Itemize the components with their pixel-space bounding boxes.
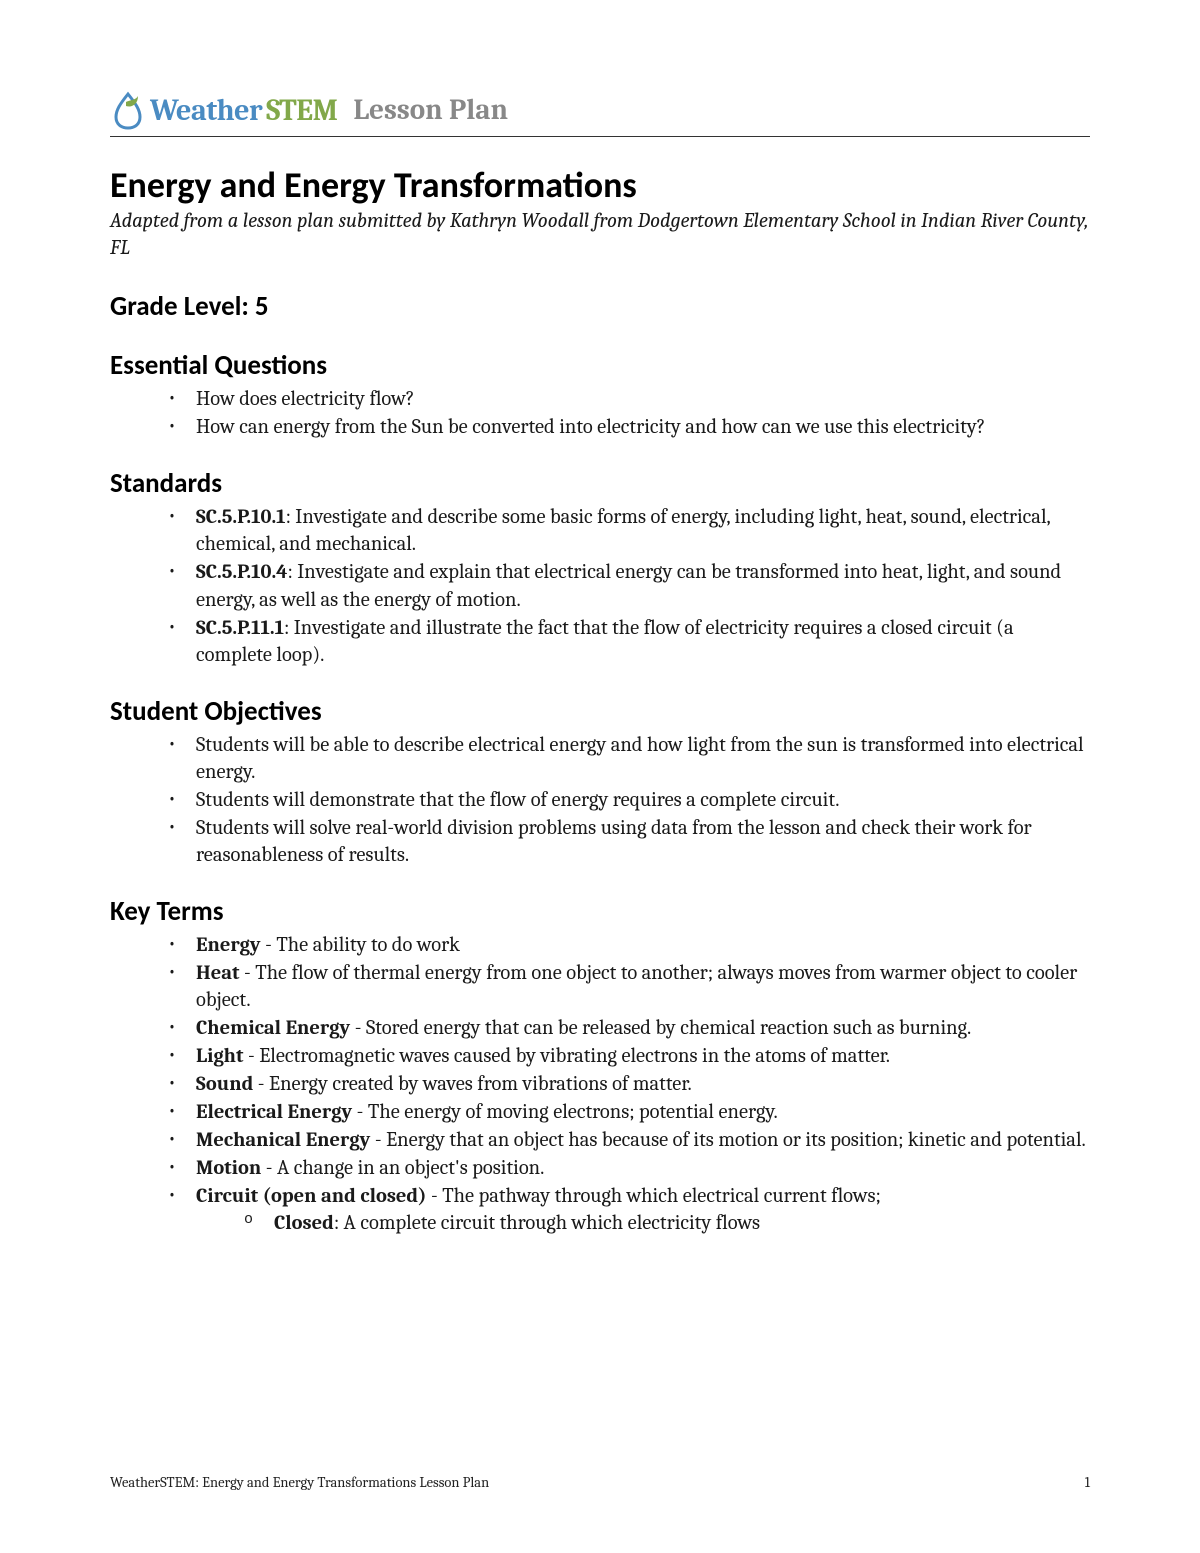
brand-stem-text: STEM	[266, 93, 337, 128]
list-item: Students will be able to describe electr…	[168, 732, 1090, 786]
list-item: Students will solve real-world division …	[168, 815, 1090, 869]
definition: - The energy of moving electrons; potent…	[352, 1101, 778, 1124]
term: Mechanical Energy	[196, 1129, 370, 1152]
definition: - The pathway through which electrical c…	[426, 1185, 880, 1208]
list-item: Motion - A change in an object's positio…	[168, 1155, 1090, 1182]
definition: - The ability to do work	[261, 934, 460, 957]
standard-code: SC.5.P.10.4	[196, 561, 288, 584]
list-item: Light - Electromagnetic waves caused by …	[168, 1043, 1090, 1070]
standard-code: SC.5.P.11.1	[196, 617, 284, 640]
term: Light	[196, 1045, 243, 1068]
list-item: How does electricity flow?	[168, 386, 1090, 413]
sub-list: Closed: A complete circuit through which…	[196, 1210, 1090, 1237]
list-item: Chemical Energy - Stored energy that can…	[168, 1015, 1090, 1042]
list-item: Circuit (open and closed) - The pathway …	[168, 1183, 1090, 1237]
document-header: WeatherSTEM Lesson Plan	[110, 90, 1090, 137]
term: Electrical Energy	[196, 1101, 352, 1124]
standard-text: : Investigate and explain that electrica…	[196, 561, 1061, 611]
definition: - Energy created by waves from vibration…	[253, 1073, 691, 1096]
term: Motion	[196, 1157, 261, 1180]
drop-leaf-icon	[110, 90, 146, 130]
list-item: Students will demonstrate that the flow …	[168, 787, 1090, 814]
list-item: SC.5.P.11.1: Investigate and illustrate …	[168, 615, 1090, 669]
essential-questions-heading: Essential Questions	[110, 349, 1090, 382]
standard-text: : Investigate and illustrate the fact th…	[196, 617, 1014, 667]
list-item: Mechanical Energy - Energy that an objec…	[168, 1127, 1090, 1154]
sub-definition: : A complete circuit through which elect…	[334, 1212, 760, 1235]
term: Chemical Energy	[196, 1017, 350, 1040]
brand-weather-text: Weather	[150, 93, 262, 128]
page-footer: WeatherSTEM: Energy and Energy Transform…	[110, 1474, 1090, 1491]
document-title: Energy and Energy Transformations	[110, 163, 1090, 207]
standard-text: : Investigate and describe some basic fo…	[196, 506, 1050, 556]
essential-questions-list: How does electricity flow? How can energ…	[110, 386, 1090, 441]
list-item: SC.5.P.10.1: Investigate and describe so…	[168, 504, 1090, 558]
list-item: Energy - The ability to do work	[168, 932, 1090, 959]
brand-logo: WeatherSTEM	[110, 90, 337, 130]
list-item: Sound - Energy created by waves from vib…	[168, 1071, 1090, 1098]
term: Energy	[196, 934, 261, 957]
definition: - The flow of thermal energy from one ob…	[196, 962, 1077, 1012]
definition: - A change in an object's position.	[261, 1157, 544, 1180]
definition: - Electromagnetic waves caused by vibrat…	[243, 1045, 890, 1068]
sub-term: Closed	[274, 1212, 334, 1235]
standard-code: SC.5.P.10.1	[196, 506, 286, 529]
standards-list: SC.5.P.10.1: Investigate and describe so…	[110, 504, 1090, 668]
lesson-plan-label: Lesson Plan	[353, 94, 508, 127]
list-item: Electrical Energy - The energy of moving…	[168, 1099, 1090, 1126]
footer-text: WeatherSTEM: Energy and Energy Transform…	[110, 1474, 489, 1491]
definition: - Stored energy that can be released by …	[350, 1017, 971, 1040]
term: Circuit (open and closed)	[196, 1185, 426, 1208]
key-terms-heading: Key Terms	[110, 895, 1090, 928]
student-objectives-list: Students will be able to describe electr…	[110, 732, 1090, 869]
sub-list-item: Closed: A complete circuit through which…	[244, 1210, 1090, 1237]
definition: - Energy that an object has because of i…	[370, 1129, 1085, 1152]
list-item: Heat - The flow of thermal energy from o…	[168, 960, 1090, 1014]
standards-heading: Standards	[110, 467, 1090, 500]
document-subtitle: Adapted from a lesson plan submitted by …	[110, 209, 1090, 262]
term: Heat	[196, 962, 240, 985]
student-objectives-heading: Student Objectives	[110, 695, 1090, 728]
list-item: SC.5.P.10.4: Investigate and explain tha…	[168, 559, 1090, 613]
key-terms-list: Energy - The ability to do work Heat - T…	[110, 932, 1090, 1238]
list-item: How can energy from the Sun be converted…	[168, 414, 1090, 441]
grade-level-heading: Grade Level: 5	[110, 290, 1090, 323]
page-number: 1	[1085, 1474, 1090, 1491]
term: Sound	[196, 1073, 253, 1096]
